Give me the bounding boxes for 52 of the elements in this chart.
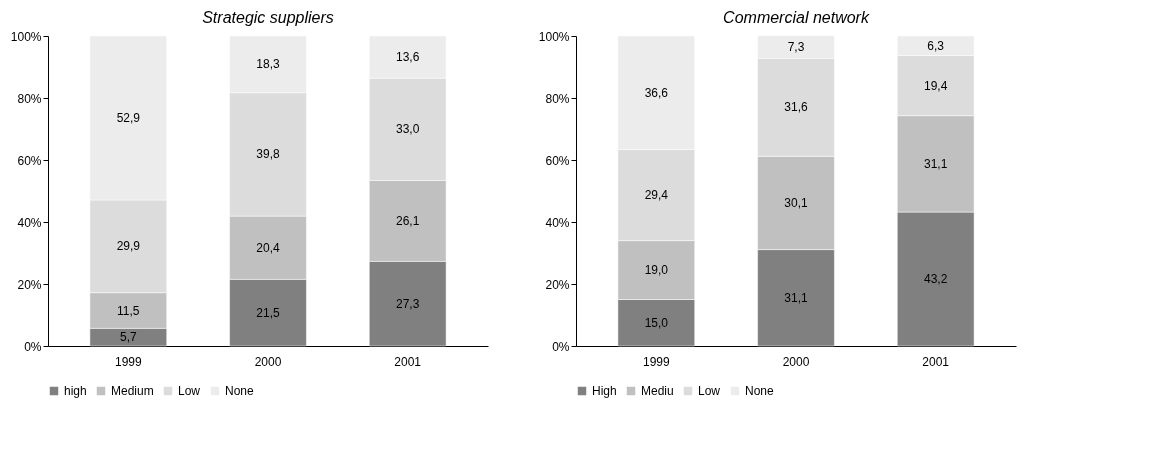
data-label: 15,0 [644, 315, 669, 330]
data-label: 43,2 [924, 272, 948, 287]
x-tick-label: 2001 [394, 354, 422, 369]
data-label: 39,8 [256, 147, 280, 162]
data-label: 31,6 [784, 100, 808, 115]
x-tick-label: 2000 [782, 354, 810, 369]
y-tick-label: 60% [17, 153, 42, 168]
legend-label: None [745, 384, 775, 398]
data-label: 33,0 [396, 122, 420, 137]
x-tick-label: 1999 [642, 354, 670, 369]
data-label: 31,1 [784, 290, 808, 305]
data-label: 20,4 [256, 240, 280, 255]
data-label: 29,4 [644, 188, 669, 203]
data-label: 5,7 [119, 330, 137, 345]
y-tick-label: 20% [17, 277, 42, 292]
data-label: 26,1 [396, 213, 420, 228]
data-label: 30,1 [784, 195, 808, 210]
y-tick-label: 20% [545, 277, 570, 292]
legend-label: None [225, 384, 255, 398]
data-label: 11,5 [117, 303, 140, 318]
data-label: 36,6 [644, 85, 669, 100]
data-label: 7,3 [787, 40, 805, 55]
legend-label: high [64, 384, 87, 398]
legend-label: Medium [111, 384, 154, 398]
y-tick-label: 80% [17, 91, 42, 106]
y-tick-label: 0% [24, 339, 42, 354]
data-label: 52,9 [116, 111, 141, 125]
y-tick-label: 60% [545, 153, 570, 168]
x-tick-label: 1999 [114, 354, 142, 369]
data-label: 19,4 [924, 78, 948, 93]
x-tick-label: 2001 [922, 354, 950, 369]
y-tick-label: 80% [545, 91, 570, 106]
chart-title: Strategic suppliers [202, 9, 334, 26]
chart-title: Commercial network [723, 9, 870, 26]
legend-label: High [592, 384, 617, 398]
data-label: 29,9 [116, 239, 141, 254]
data-label: 18,3 [256, 57, 280, 72]
legend-label: Mediu [641, 384, 674, 398]
data-label: 6,3 [927, 38, 945, 53]
legend-label: Low [698, 384, 721, 398]
data-label: 27,3 [396, 296, 420, 311]
y-tick-label: 0% [552, 339, 570, 354]
legend-label: Low [178, 384, 201, 398]
data-label: 13,6 [396, 50, 420, 65]
data-label: 19,0 [644, 263, 669, 278]
y-tick-label: 40% [545, 215, 570, 230]
y-tick-label: 40% [17, 215, 42, 230]
data-label: 21,5 [256, 305, 280, 320]
x-tick-label: 2000 [254, 354, 282, 369]
data-label: 31,1 [924, 156, 948, 171]
y-tick-label: 100% [10, 29, 42, 44]
y-tick-label: 100% [538, 29, 570, 44]
